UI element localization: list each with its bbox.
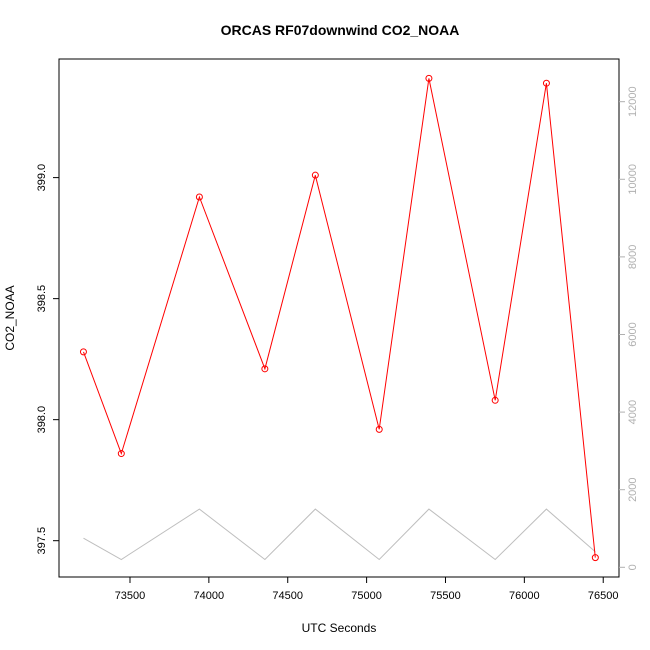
y2-tick-label: 2000 <box>627 477 639 501</box>
x-tick-label: 76000 <box>509 590 540 602</box>
y-tick-label: 398.0 <box>36 406 48 434</box>
co2-data-point <box>261 365 269 373</box>
x-tick-label: 75000 <box>351 590 382 602</box>
y2-tick-label: 12000 <box>627 86 639 117</box>
series-layer <box>79 74 599 562</box>
co2-data-point <box>195 193 203 201</box>
x-axis-label: UTC Seconds <box>302 621 377 635</box>
co2-data-point <box>491 396 499 404</box>
x-axis: 73500 74000 74500 75000 75500 76000 76500 <box>115 577 619 602</box>
x-tick-label: 75500 <box>430 590 461 602</box>
chart-title: ORCAS RF07downwind CO2_NOAA <box>221 22 460 38</box>
y-axis: 397.5 398.0 398.5 399.0 <box>36 164 59 555</box>
x-tick-label: 76500 <box>588 590 619 602</box>
co2-series-line <box>83 78 596 558</box>
plot-frame <box>58 58 620 578</box>
x-tick-label: 74000 <box>194 590 225 602</box>
y-tick-label: 399.0 <box>36 164 48 192</box>
y2-tick-label: 4000 <box>627 400 639 424</box>
co2-data-point <box>425 74 433 82</box>
x-tick-label: 74500 <box>272 590 303 602</box>
y2-tick-label: 0 <box>627 564 639 570</box>
co2-data-point <box>591 554 599 562</box>
co2-data-point <box>375 425 383 433</box>
y2-tick-label: 6000 <box>627 322 639 346</box>
y2-tick-label: 10000 <box>627 164 639 195</box>
y2-axis: 0 2000 4000 6000 8000 10000 12000 <box>619 86 639 570</box>
y-axis-label: CO2_NOAA <box>3 285 17 350</box>
co2-data-point <box>542 79 550 87</box>
y-tick-label: 397.5 <box>36 527 48 555</box>
x-tick-label: 73500 <box>115 590 146 602</box>
secondary-series-line <box>83 508 596 561</box>
co2-data-point <box>311 171 319 179</box>
y2-tick-label: 8000 <box>627 245 639 269</box>
y-tick-label: 398.5 <box>36 285 48 313</box>
co2-data-point <box>117 450 125 458</box>
co2-data-point <box>79 348 87 356</box>
